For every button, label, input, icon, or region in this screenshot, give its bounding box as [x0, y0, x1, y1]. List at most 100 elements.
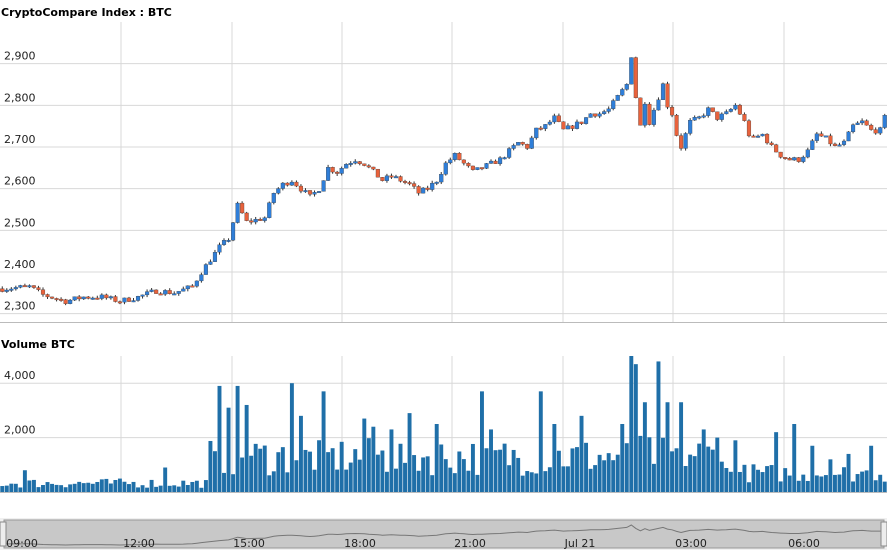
volume-bar [81, 483, 86, 492]
volume-bar [584, 442, 589, 492]
candle-body [131, 300, 136, 303]
candle-body [285, 182, 290, 186]
volume-bar [760, 472, 765, 492]
candle-body [828, 135, 833, 145]
volume-bar [18, 487, 23, 492]
candle-body [181, 288, 186, 292]
candle-body [185, 285, 190, 290]
volume-bar [371, 426, 376, 492]
candle-body [851, 124, 856, 133]
volume-bar [149, 479, 154, 492]
candle-body [620, 89, 625, 96]
volume-bar [430, 475, 435, 492]
volume-bar [13, 483, 18, 492]
volume-bar [805, 480, 810, 492]
candle-body [525, 144, 530, 149]
volume-bar [235, 385, 240, 492]
candle-body [194, 280, 199, 287]
candle-body [737, 104, 742, 115]
volume-bar [122, 481, 127, 492]
candle-body [27, 285, 32, 288]
volume-bar [380, 450, 385, 492]
candle-body [99, 294, 104, 299]
volume-bar [448, 467, 453, 492]
volume-bar [819, 476, 824, 492]
candle-body [466, 162, 471, 167]
candle-body [226, 239, 231, 242]
candle-body [13, 287, 18, 290]
volume-bar [855, 474, 860, 492]
volume-chart-title: Volume BTC [1, 338, 75, 351]
candle-body [393, 176, 399, 179]
volume-bar [375, 454, 380, 492]
candle-body [751, 135, 756, 138]
candle-body [271, 192, 276, 203]
volume-bar [253, 443, 258, 492]
candle-body [479, 167, 485, 170]
candle-body [249, 220, 254, 223]
candle-body [733, 104, 738, 110]
volume-bar [181, 480, 186, 492]
candle-body [452, 153, 457, 160]
candle-body [593, 113, 598, 117]
volume-bar [575, 447, 579, 492]
volume-bar [131, 481, 136, 492]
candle-body [59, 298, 64, 301]
volume-bar [90, 483, 95, 492]
candle-body [629, 57, 634, 85]
candle-body [624, 84, 629, 90]
candle-body [412, 183, 417, 187]
volume-bar [710, 449, 715, 492]
navigator-handle-right[interactable] [880, 521, 887, 547]
candle-body [873, 129, 878, 134]
candle-body [475, 167, 480, 170]
volume-bar [303, 449, 308, 492]
volume-bar [117, 478, 122, 492]
candle-body [710, 107, 715, 112]
volume-bar [493, 450, 498, 492]
candle-body [837, 144, 842, 147]
volume-bar [737, 471, 742, 492]
candle-body [439, 174, 444, 183]
volume-bar [27, 480, 32, 492]
candle-body [810, 140, 815, 150]
volume-bar [461, 459, 466, 492]
volume-bar [276, 452, 281, 492]
volume-bar [36, 487, 41, 492]
candle-body [294, 181, 299, 187]
volume-bar [217, 385, 222, 492]
price-chart-title: CryptoCompare Index : BTC [1, 6, 172, 19]
candle-body [697, 116, 702, 119]
candle-body [307, 190, 313, 195]
volume-bar [262, 445, 267, 492]
x-axis-tick-label: 06:00 [788, 537, 820, 550]
volume-bar [348, 462, 353, 492]
candle-body [280, 182, 285, 189]
volume-bar [756, 469, 760, 492]
volume-bar [190, 481, 195, 492]
candle-body [805, 149, 810, 158]
candle-body [457, 153, 462, 161]
candle-body [511, 145, 516, 149]
volume-bar [683, 466, 688, 492]
volume-bar [434, 424, 439, 492]
candle-body [4, 289, 9, 292]
volume-bar-series [0, 356, 887, 492]
x-axis-tick-label: Jul 21 [564, 537, 596, 550]
x-axis-tick-label: 15:00 [233, 537, 265, 550]
candle-body [145, 291, 150, 296]
x-axis-tick-label: 03:00 [675, 537, 707, 550]
x-axis-tick-label: 12:00 [123, 537, 155, 550]
volume-bar [511, 449, 516, 492]
candle-body [362, 163, 367, 166]
volume-bar [602, 460, 607, 492]
candle-body [814, 133, 819, 141]
navigator-handle-left[interactable] [0, 521, 7, 547]
candle-body [430, 182, 435, 190]
candle-body [520, 142, 525, 145]
candle-body [832, 143, 838, 146]
volume-bar [407, 413, 412, 492]
volume-bar [475, 474, 480, 492]
candle-body [298, 185, 303, 192]
candle-body [357, 161, 362, 164]
